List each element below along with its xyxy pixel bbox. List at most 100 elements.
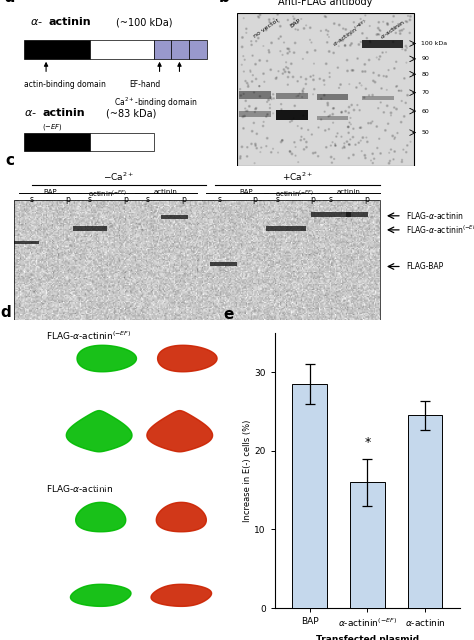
Point [396,26,403,36]
Point [343,136,351,147]
Point [376,26,384,36]
Text: d: d [0,305,11,320]
Point [252,104,259,114]
Point [284,15,292,25]
Point [355,138,363,148]
Point [265,15,273,25]
Point [325,32,333,42]
Point [284,48,292,58]
Text: s: s [88,195,92,204]
Point [398,25,406,35]
Point [326,72,333,82]
Point [394,128,401,138]
Point [268,38,275,48]
Point [294,91,302,101]
Point [346,40,354,51]
Bar [239,111,271,117]
Point [345,128,352,138]
Text: no vector: no vector [253,17,280,38]
Point [373,29,381,40]
Point [334,128,341,138]
Point [300,23,308,33]
Point [336,20,343,30]
Point [237,153,244,163]
Point [269,143,277,154]
Point [358,146,365,156]
Point [375,134,383,144]
Text: (~100 kDa): (~100 kDa) [116,17,172,28]
Point [320,79,328,90]
Point [321,125,329,136]
Point [401,45,409,55]
Text: 50: 50 [421,130,429,135]
Point [279,135,286,145]
Bar [190,40,207,59]
Point [329,109,337,119]
Point [286,117,294,127]
Point [278,104,285,115]
Text: Anti-FLAG antibody: Anti-FLAG antibody [278,0,373,6]
Point [274,147,282,157]
Bar [161,215,188,219]
Point [357,37,365,47]
Point [324,98,331,108]
Text: $\alpha$-actinin: $\alpha$-actinin [378,17,406,40]
Point [270,93,278,104]
Point [245,79,252,90]
Point [348,100,356,110]
Point [266,99,274,109]
Bar [362,96,394,100]
Point [283,44,291,54]
Point [386,156,394,166]
Text: actinin: actinin [48,17,91,28]
Point [237,90,245,100]
Point [255,81,263,92]
Point [253,129,261,139]
Text: actinin: actinin [154,189,178,195]
Point [260,41,267,51]
Text: BAP: BAP [289,17,302,28]
Point [298,124,305,134]
Point [250,87,258,97]
Bar [276,109,308,120]
Point [345,140,353,150]
Text: actin-binding domain: actin-binding domain [24,81,106,90]
Point [267,147,275,157]
Point [290,113,297,124]
Point [339,143,346,153]
Point [251,107,259,117]
Point [341,143,348,153]
Point [349,65,357,76]
Text: b: b [219,0,230,5]
Point [306,35,314,45]
Point [369,148,376,159]
Point [325,111,332,122]
Point [280,65,288,75]
Y-axis label: Increase in E(-) cells (%): Increase in E(-) cells (%) [243,419,252,522]
Point [291,13,298,24]
Point [239,111,246,122]
Point [248,76,256,86]
Point [346,118,353,128]
Point [383,19,391,29]
Point [395,86,403,96]
Point [307,22,314,33]
Text: $\alpha$-Actinin: $\alpha$-Actinin [168,402,194,410]
Text: FLAG: FLAG [94,485,108,490]
Point [298,92,306,102]
Point [391,63,398,74]
Point [316,74,324,84]
Point [393,104,401,114]
Point [298,14,305,24]
Point [364,137,371,147]
Point [303,47,311,58]
Point [330,103,337,113]
Point [359,28,366,38]
Point [254,12,262,22]
Point [330,19,338,29]
Point [294,157,302,167]
Point [375,17,383,28]
Text: FLAG-$\alpha$-actinin$^{(-EF)}$: FLAG-$\alpha$-actinin$^{(-EF)}$ [406,224,474,236]
Point [308,129,316,140]
Point [311,147,319,157]
